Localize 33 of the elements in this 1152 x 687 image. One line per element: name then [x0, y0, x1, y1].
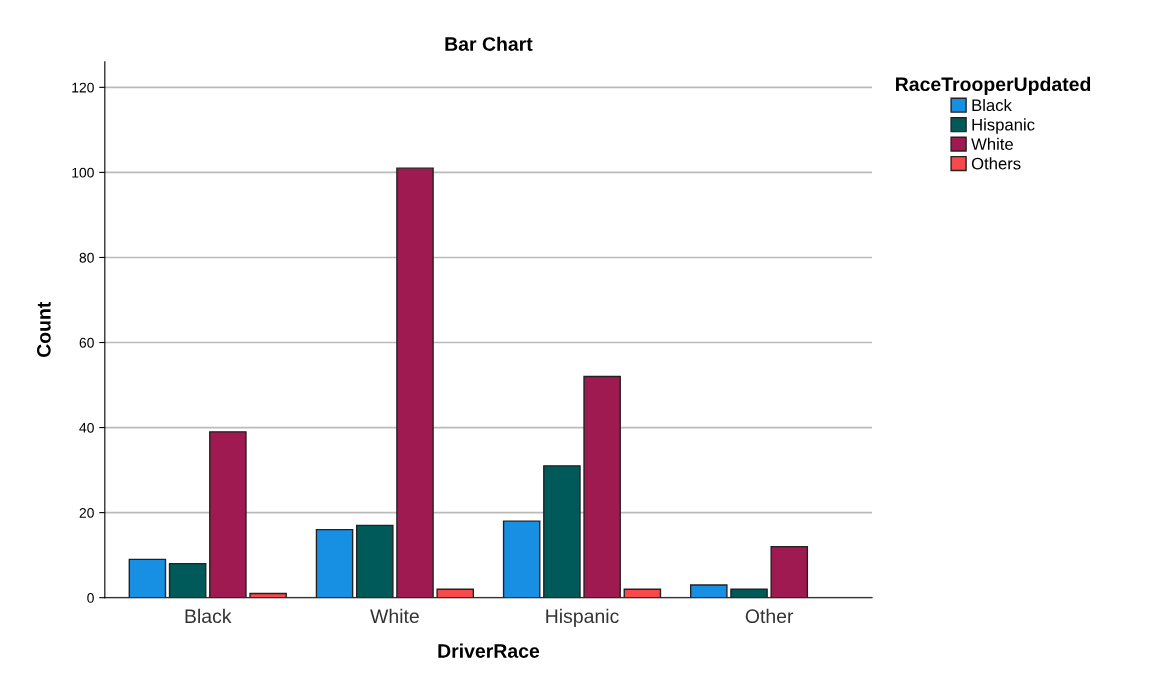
y-tick-label: 100: [72, 167, 94, 178]
x-tick-label: Hispanic: [546, 608, 619, 627]
legend-title: RaceTrooperUpdated: [896, 76, 1091, 95]
bar: [168, 562, 207, 598]
bar: [583, 375, 621, 598]
bar: [128, 558, 167, 598]
chart-title: Bar Chart: [445, 36, 533, 51]
legend-label: White: [971, 137, 1013, 151]
x-tick-label: White: [370, 608, 419, 624]
x-axis-title: DriverRace: [438, 643, 540, 658]
bar: [770, 545, 809, 598]
y-axis-title: Count: [36, 301, 51, 358]
legend-label: Hispanic: [972, 118, 1035, 134]
bar: [315, 528, 354, 598]
legend-label: Black: [972, 98, 1012, 112]
y-tick-label: 40: [79, 422, 94, 433]
legend-label: Others: [971, 157, 1021, 170]
y-tick-label: 80: [79, 252, 94, 263]
bar: [502, 520, 541, 598]
x-tick-label: Black: [185, 608, 232, 624]
bar: [396, 167, 434, 598]
bar: [689, 584, 728, 598]
bar: [623, 588, 662, 598]
y-tick-label: 120: [72, 82, 94, 93]
bar: [543, 465, 581, 598]
y-tick-label: 20: [79, 507, 94, 518]
y-tick-label: 0: [87, 593, 94, 603]
bar: [209, 431, 247, 598]
bar: [355, 524, 394, 598]
bar: [730, 588, 768, 598]
y-tick-label: 60: [79, 337, 94, 348]
x-tick-label: Other: [745, 608, 794, 624]
bar: [436, 588, 475, 598]
